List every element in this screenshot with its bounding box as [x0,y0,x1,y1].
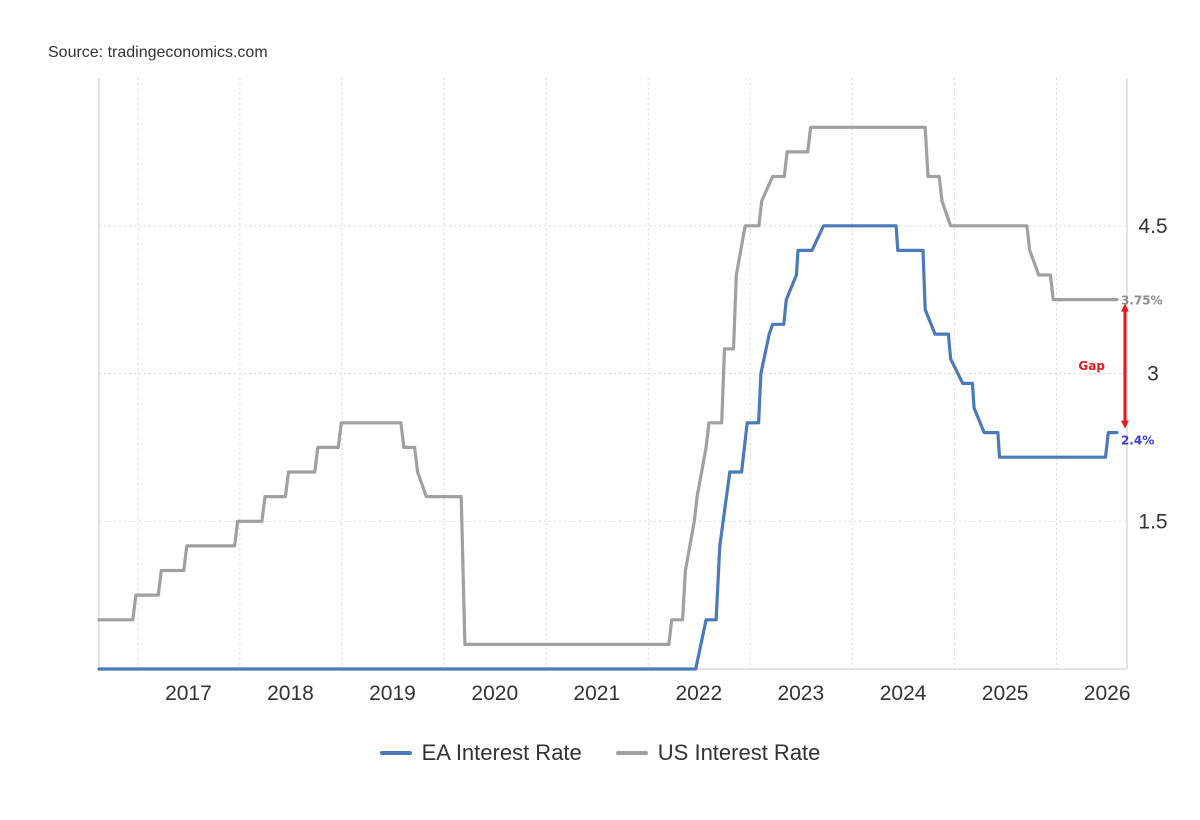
y-tick-label: 1.5 [1138,510,1167,533]
gap-label: Gap [1078,359,1105,373]
x-tick-label: 2018 [267,682,314,705]
x-tick-label: 2026 [1084,682,1131,705]
x-tick-label: 2022 [675,682,722,705]
x-tick-label: 2025 [982,682,1029,705]
y-tick-label: 3 [1147,363,1159,386]
x-tick-label: 2019 [369,682,416,705]
x-tick-label: 2020 [471,682,518,705]
legend: EA Interest Rate US Interest Rate [0,740,1200,766]
series: 3.75% 2.4% [97,125,1163,671]
ea-rate-line [97,224,1119,671]
source-note: Source: tradingeconomics.com [48,44,268,61]
legend-item[interactable]: US Interest Rate [615,740,821,766]
legend-label: EA Interest Rate [421,740,582,765]
legend-swatch [379,751,412,755]
x-tick-label: 2023 [777,682,824,705]
legend-label: US Interest Rate [657,740,821,765]
x-tick-label: 2021 [573,682,620,705]
axes: 2017 2018 2019 2020 2021 2022 2023 2024 2025 2026… [98,78,1168,705]
ea-end-label: 2.4% [1121,434,1154,448]
x-tick-label: 2024 [880,682,927,705]
us-rate-line [97,125,1119,646]
legend-swatch [615,751,648,755]
x-tick-label: 2017 [165,682,212,705]
annotations: Gap [1078,303,1129,429]
legend-item[interactable]: EA Interest Rate [379,740,582,766]
y-tick-label: 4.5 [1138,215,1167,238]
us-end-label: 3.75% [1121,294,1163,308]
grid [99,78,1127,669]
